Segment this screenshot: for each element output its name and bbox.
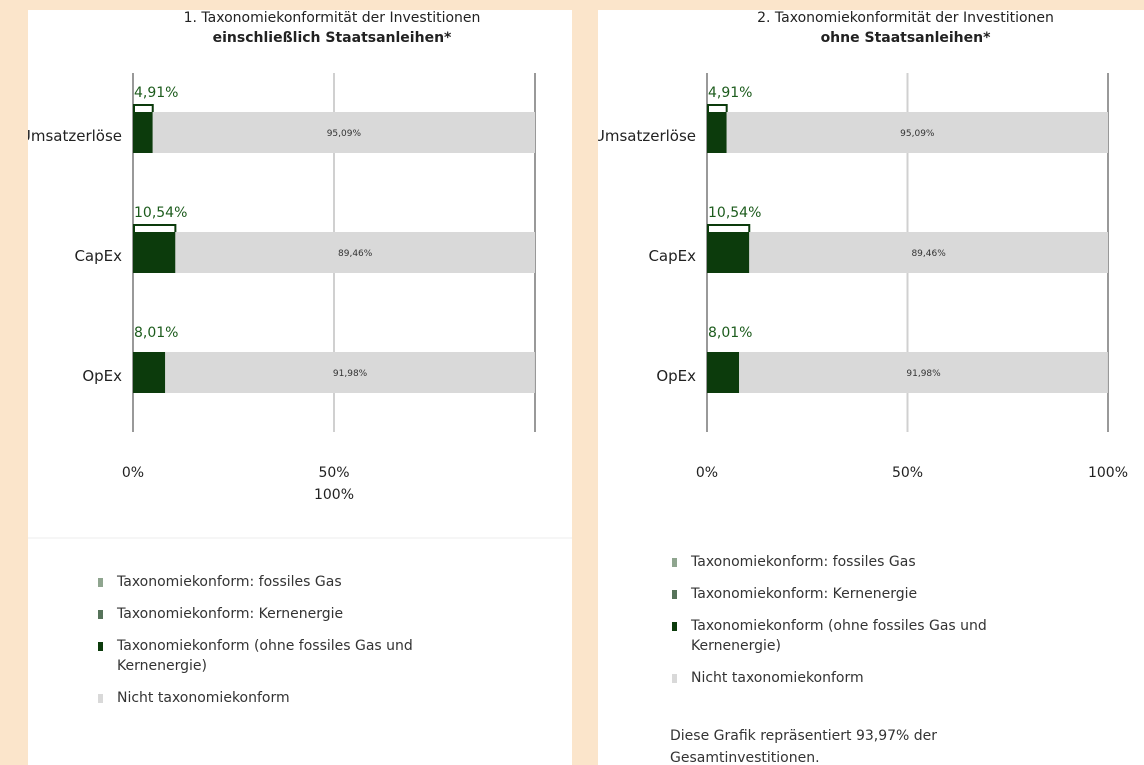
data-label: 8,01% <box>708 325 752 341</box>
legend-swatch <box>672 558 677 567</box>
chart: 2. Taxonomiekonformität der Investitione… <box>598 10 1128 481</box>
bar-segment <box>707 112 727 153</box>
bar-segment <box>152 112 535 153</box>
legend: Taxonomiekonform: fossiles Gas Taxonomiek… <box>672 552 1072 700</box>
category-label: OpEx <box>82 367 122 385</box>
chart-title: 2. Taxonomiekonformität der Investitione… <box>757 10 1054 26</box>
legend-label: Taxonomiekonform: fossiles Gas <box>691 554 916 570</box>
data-label: 95,09% <box>900 129 935 139</box>
category-label: OpEx <box>656 367 696 385</box>
data-label: 8,01% <box>134 325 178 341</box>
category-label: Umsatzerlöse <box>28 127 122 145</box>
chart-panel: 2. Taxonomiekonformität der Investitione… <box>598 10 1144 765</box>
legend-label: Taxonomiekonform (ohne fossiles Gas und … <box>117 638 413 674</box>
legend-swatch <box>672 590 677 599</box>
x-tick-label: 50% <box>892 465 923 481</box>
legend-label: Taxonomiekonform: Kernenergie <box>117 606 344 622</box>
legend-label: Nicht taxonomiekonform <box>117 690 290 706</box>
bar-segment <box>726 112 1108 153</box>
legend-item: Taxonomiekonform (ohne fossiles Gas und … <box>98 636 498 676</box>
legend-swatch <box>98 694 103 703</box>
bracket <box>707 104 728 112</box>
data-label: 89,46% <box>911 249 946 259</box>
chart-panel: 1. Taxonomiekonformität der Investitione… <box>28 10 572 765</box>
bar-segment <box>175 232 536 273</box>
legend-swatch <box>672 622 677 631</box>
bar-segment <box>707 232 750 273</box>
bar-segment <box>707 352 740 393</box>
data-label: 10,54% <box>134 205 187 221</box>
data-label: 4,91% <box>708 85 752 101</box>
bracket <box>133 104 154 112</box>
legend: Taxonomiekonform: fossiles Gas Taxonomiek… <box>98 572 498 720</box>
data-label: 89,46% <box>338 249 373 259</box>
bracket <box>133 224 177 232</box>
legend-swatch <box>98 578 103 587</box>
x-tick-label: 100% <box>314 487 354 503</box>
chart-title: 1. Taxonomiekonformität der Investitione… <box>184 10 481 26</box>
data-label: 10,54% <box>708 205 761 221</box>
category-label: CapEx <box>74 247 122 265</box>
bar-segment <box>749 232 1108 273</box>
x-tick-label: 0% <box>122 465 144 481</box>
legend-item: Taxonomiekonform: Kernenergie <box>672 584 1072 604</box>
legend-label: Taxonomiekonform: Kernenergie <box>691 586 918 602</box>
bar-segment <box>133 232 176 273</box>
legend-label: Taxonomiekonform: fossiles Gas <box>117 574 342 590</box>
bracket <box>707 224 751 232</box>
note: Diese Grafik repräsentiert 93,97% der Ge… <box>670 728 938 765</box>
bar-segment <box>739 352 1108 393</box>
legend-swatch <box>98 642 103 651</box>
bar-segment <box>165 352 535 393</box>
legend-item: Nicht taxonomiekonform <box>672 668 1072 688</box>
legend-item: Nicht taxonomiekonform <box>98 688 498 708</box>
chart: 1. Taxonomiekonformität der Investitione… <box>28 10 572 539</box>
bar-segment <box>133 352 166 393</box>
data-label: 4,91% <box>134 85 178 101</box>
bar-segment <box>133 112 153 153</box>
legend-label: Nicht taxonomiekonform <box>691 670 864 686</box>
legend-swatch <box>672 674 677 683</box>
chart-subtitle: einschließlich Staatsanleihen* <box>213 30 452 46</box>
data-label: 91,98% <box>906 369 941 379</box>
data-label: 95,09% <box>327 129 362 139</box>
x-tick-label: 50% <box>318 465 349 481</box>
legend-label: Taxonomiekonform (ohne fossiles Gas und … <box>691 618 987 654</box>
x-tick-label: 0% <box>696 465 718 481</box>
legend-item: Taxonomiekonform: fossiles Gas <box>672 552 1072 572</box>
data-label: 91,98% <box>333 369 368 379</box>
legend-item: Taxonomiekonform (ohne fossiles Gas und … <box>672 616 1072 656</box>
legend-item: Taxonomiekonform: Kernenergie <box>98 604 498 624</box>
category-label: Umsatzerlöse <box>598 127 696 145</box>
category-label: CapEx <box>648 247 696 265</box>
legend-swatch <box>98 610 103 619</box>
legend-item: Taxonomiekonform: fossiles Gas <box>98 572 498 592</box>
x-tick-label: 100% <box>1088 465 1128 481</box>
chart-subtitle: ohne Staatsanleihen* <box>821 30 992 46</box>
